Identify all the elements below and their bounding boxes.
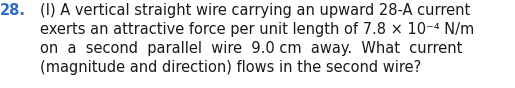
Text: 28.: 28. bbox=[0, 3, 26, 18]
Text: (I) A vertical straight wire carrying an upward 28-A current
exerts an attractiv: (I) A vertical straight wire carrying an… bbox=[40, 3, 474, 75]
